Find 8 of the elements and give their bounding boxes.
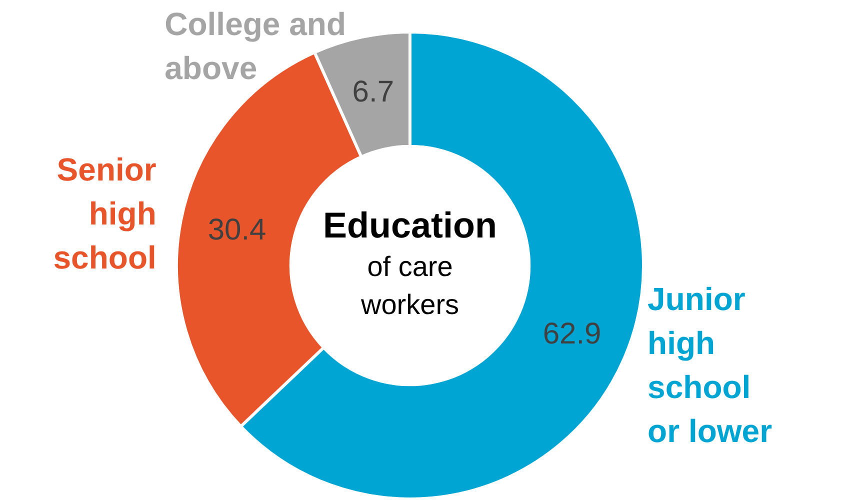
data-label: 6.7 (352, 75, 394, 108)
data-label: 62.9 (542, 317, 602, 350)
slice-label: Senior high school (53, 151, 156, 276)
text: of care workers (360, 251, 460, 320)
slice-label: College and above (164, 6, 346, 86)
slice-label: Junior high school or lower (648, 281, 772, 450)
data-label: 30.4 (208, 214, 266, 247)
text: Education (322, 204, 498, 246)
